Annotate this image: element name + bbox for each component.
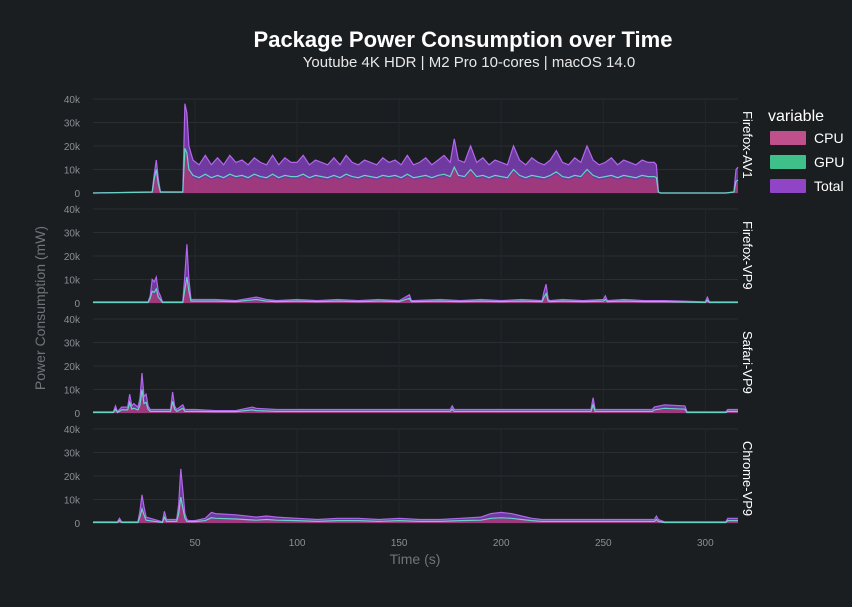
legend-swatch [770, 131, 806, 145]
y-tick-label: 10k [64, 166, 81, 177]
x-tick-label: 250 [595, 538, 612, 549]
panel-firefox-vp9: 0 10k 20k 30k 40k Firefox-VP9 [64, 205, 755, 310]
y-tick-label: 20k [64, 252, 81, 263]
y-tick-label: 30k [64, 229, 81, 240]
y-tick-label: 40k [64, 95, 81, 106]
legend-label: Total [814, 178, 844, 194]
series-cpu-area [93, 281, 738, 303]
y-tick-label: 20k [64, 362, 81, 373]
y-tick-label: 40k [64, 205, 81, 216]
legend-title: variable [768, 108, 824, 125]
x-tick-label: 50 [189, 538, 201, 549]
legend-entry-total: Total [770, 178, 844, 194]
facet-label: Firefox-AV1 [740, 111, 755, 179]
series-total-line [93, 373, 738, 413]
series-gpu-line [93, 389, 738, 414]
series-total-line [93, 244, 738, 303]
y-tick-label: 0 [74, 189, 80, 200]
y-tick-label: 20k [64, 142, 81, 153]
y-tick-label: 10k [64, 386, 81, 397]
legend-swatch [770, 179, 806, 193]
legend-entry-gpu: GPU [770, 154, 844, 170]
panel-safari-vp9: 0 10k 20k 30k 40k Safari-VP9 [64, 315, 755, 420]
legend-label: GPU [814, 154, 844, 170]
y-tick-label: 30k [64, 449, 81, 460]
y-tick-label: 40k [64, 315, 81, 326]
series-total-area [93, 103, 738, 193]
x-tick-label: 300 [697, 538, 714, 549]
facet-label: Chrome-VP9 [740, 441, 755, 516]
y-tick-label: 0 [74, 519, 80, 530]
series-gpu-line [93, 276, 738, 304]
y-tick-label: 10k [64, 276, 81, 287]
x-axis: 50 100 150 200 250 300 [189, 538, 714, 549]
facet-label: Safari-VP9 [740, 331, 755, 394]
panel-chrome-vp9: 0 10k 20k 30k 40k Chrome-VP9 [64, 425, 755, 530]
legend: variable CPU GPU Total [768, 108, 844, 194]
y-tick-label: 10k [64, 496, 81, 507]
y-tick-label: 30k [64, 119, 81, 130]
series-total-line [93, 468, 738, 523]
x-tick-label: 150 [391, 538, 408, 549]
x-tick-label: 100 [289, 538, 306, 549]
y-tick-label: 40k [64, 425, 81, 436]
series-cpu-area [93, 394, 738, 413]
y-tick-label: 30k [64, 339, 81, 350]
panels: 0 10k 20k 30k 40k Firefox-AV1 0 10k 20k 30k 40k Fir… [64, 95, 755, 530]
facet-label: Firefox-VP9 [740, 221, 755, 290]
chart-subtitle: Youtube 4K HDR | M2 Pro 10-cores | macOS… [303, 54, 635, 71]
series-gpu-line [93, 496, 738, 524]
y-axis-title: Power Consumption (mW) [32, 226, 48, 390]
series-gpu-line [92, 148, 739, 194]
y-tick-label: 20k [64, 472, 81, 483]
series-cpu-area [93, 150, 738, 193]
y-tick-label: 0 [74, 299, 80, 310]
series-total-line [92, 103, 739, 194]
chart-title: Package Power Consumption over Time [254, 27, 673, 52]
x-tick-label: 200 [493, 538, 510, 549]
legend-swatch [770, 155, 806, 169]
panel-firefox-av1: 0 10k 20k 30k 40k Firefox-AV1 [64, 95, 755, 200]
y-tick-label: 0 [74, 409, 80, 420]
legend-label: CPU [814, 130, 844, 146]
x-axis-title: Time (s) [390, 551, 441, 567]
legend-entry-cpu: CPU [770, 130, 844, 146]
